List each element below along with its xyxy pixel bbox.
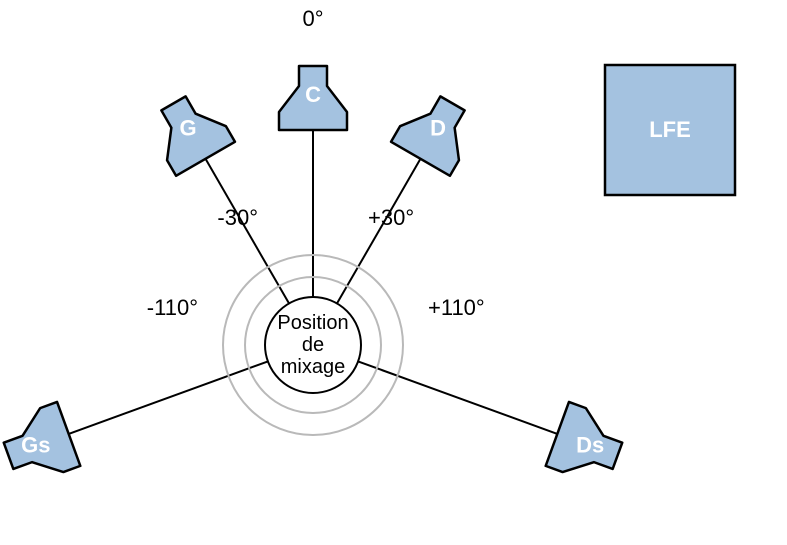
angle-label-C: 0° xyxy=(302,6,323,31)
center-label-2: de xyxy=(302,334,324,356)
center-label-3: mixage xyxy=(281,356,345,378)
speaker-label-D: D xyxy=(430,115,446,140)
speaker-line-Ds xyxy=(358,361,557,434)
speaker-icon-Gs: Gs xyxy=(0,402,80,488)
speaker-icon-G: G xyxy=(144,86,235,175)
speaker-label-Gs: Gs xyxy=(21,433,50,458)
speaker-icon-C: C xyxy=(279,66,347,130)
speaker-label-C: C xyxy=(305,82,321,107)
center-label-1: Position xyxy=(277,312,348,334)
angle-label-Ds: +110° xyxy=(428,295,485,320)
speaker-label-G: G xyxy=(179,115,196,140)
angle-label-Gs: -110° xyxy=(147,295,198,320)
speaker-line-D xyxy=(337,159,421,304)
speaker-icon-Ds: Ds xyxy=(546,402,629,488)
speaker-line-Gs xyxy=(69,361,268,434)
speaker-icon-D: D xyxy=(391,86,482,175)
angle-label-G: -30° xyxy=(217,205,258,230)
lfe-label: LFE xyxy=(649,117,691,142)
speaker-label-Ds: Ds xyxy=(576,433,604,458)
speaker-line-G xyxy=(206,159,290,304)
angle-label-D: +30° xyxy=(368,205,414,230)
